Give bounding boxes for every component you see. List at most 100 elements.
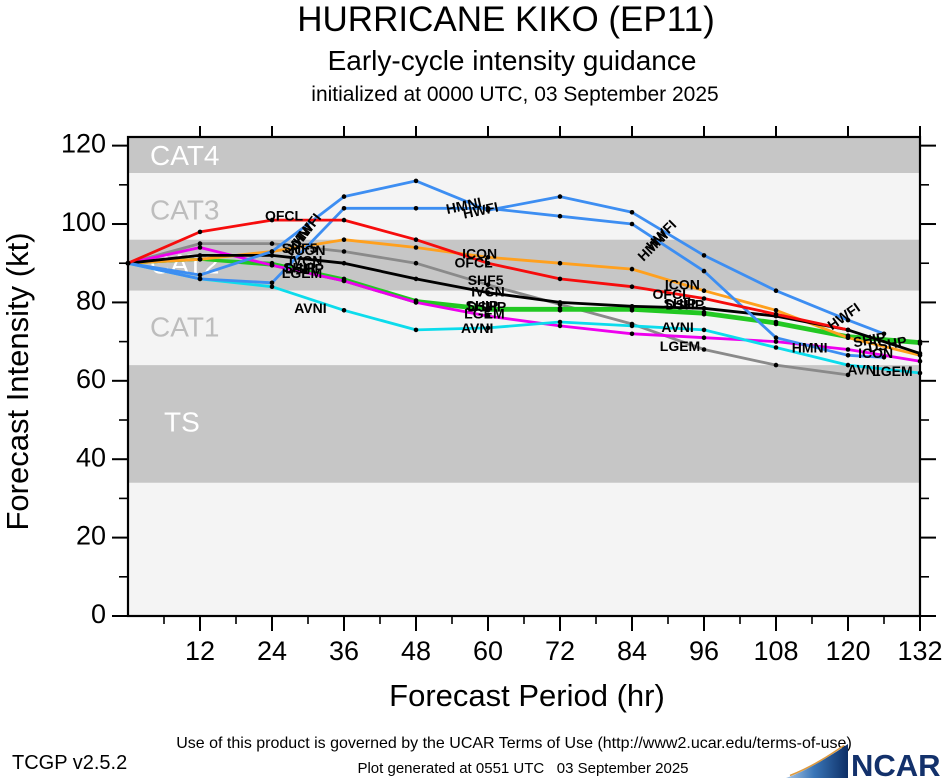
data-point-HMNI <box>557 213 563 219</box>
tcgp-version: TCGP v2.5.2 <box>12 752 128 774</box>
ncar-swoosh <box>786 744 848 778</box>
data-point-AVNI <box>701 327 707 333</box>
data-point-ICON <box>413 245 419 250</box>
storm-title: HURRICANE KIKO (EP11) <box>297 0 715 39</box>
data-point-LGEM <box>341 278 347 284</box>
band-label-CAT1: CAT1 <box>150 311 220 342</box>
line-label-DSHP: DSHP <box>285 261 324 277</box>
y-tick-label: 40 <box>76 442 106 472</box>
line-label-ICON: ICON <box>291 242 326 258</box>
line-label-SHF5: SHF5 <box>282 240 318 256</box>
line-label-HWFI: HWFI <box>461 199 499 222</box>
data-point-ICON <box>629 266 635 272</box>
data-point-LGEM <box>485 313 491 319</box>
data-point-OFCL <box>413 237 419 242</box>
data-point-SHF5 <box>485 282 491 288</box>
data-point-HWFI <box>485 208 491 213</box>
plot-generated-text: Plot generated at 0551 UTC 03 September … <box>357 760 689 777</box>
line-label-AVNI: AVNI <box>461 320 493 336</box>
data-point-AVNI <box>557 319 563 325</box>
series-line-LGEM <box>127 246 921 363</box>
data-point-SHF5 <box>773 362 779 368</box>
x-tick-label: 132 <box>897 636 942 666</box>
line-label-SHIP: SHIP <box>283 259 316 275</box>
y-tick-label: 0 <box>91 599 106 629</box>
line-label-HMNI: HMNI <box>445 194 483 217</box>
series-line-AVNI <box>127 261 921 375</box>
data-point-LGEM <box>557 323 563 329</box>
data-point-AVNI <box>629 323 635 329</box>
init-time-subtitle: initialized at 0000 UTC, 03 September 20… <box>311 83 719 106</box>
line-label-DSHP: DSHP <box>665 297 704 313</box>
data-point-LGEM <box>269 262 275 268</box>
data-point-AVNI <box>773 345 779 350</box>
data-point-ICON <box>557 260 563 266</box>
data-point-LGEM <box>773 339 779 344</box>
ncar-logo-text: NCAR <box>851 748 941 780</box>
x-tick-label: 108 <box>753 636 798 666</box>
y-tick-label: 60 <box>76 364 106 394</box>
data-point-AVNI <box>413 327 419 333</box>
data-point-DSHP <box>701 309 707 315</box>
data-point-HWFI <box>197 272 203 278</box>
data-point-IVCN <box>629 304 635 309</box>
x-tick-label: 48 <box>401 636 431 666</box>
data-point-HWFI <box>269 249 275 254</box>
line-label-DSHP: DSHP <box>467 299 506 315</box>
line-label-LGEM: LGEM <box>282 265 322 281</box>
line-label-SHF5: SHF5 <box>468 272 504 288</box>
data-point-SHF5 <box>197 241 203 246</box>
y-tick-label: 120 <box>61 129 106 159</box>
data-point-AVNI <box>845 362 851 368</box>
line-label-ICON: ICON <box>858 345 893 361</box>
data-point-SHF5 <box>701 347 707 352</box>
line-label-LGEM: LGEM <box>464 305 504 321</box>
data-point-IVCN <box>269 253 275 258</box>
data-point-HWFI <box>413 178 419 184</box>
data-point-ICON <box>701 288 707 293</box>
line-label-SHIP: SHIP <box>852 329 887 350</box>
data-point-AVNI <box>485 325 491 331</box>
series-line-ICON <box>127 238 921 357</box>
line-label-OFCL: OFCL <box>265 208 304 224</box>
band-label-TS: TS <box>164 406 200 437</box>
line-label-DSHP: DSHP <box>867 333 908 356</box>
data-point-SHF5 <box>845 372 851 378</box>
data-point-SHF5 <box>341 249 347 254</box>
data-point-IVCN <box>197 253 203 258</box>
data-point-ICON <box>485 255 491 260</box>
data-point-HMNI <box>413 206 419 211</box>
data-point-HWFI <box>773 288 779 293</box>
data-point-OFCL <box>197 229 203 235</box>
data-point-HWFI <box>881 331 887 337</box>
data-point-HMNI <box>341 206 347 211</box>
x-tick-label: 12 <box>185 636 215 666</box>
band-label-CAT4: CAT4 <box>150 140 220 171</box>
data-point-DSHP <box>485 306 491 311</box>
data-point-SHF5 <box>413 260 419 266</box>
y-tick-label: 20 <box>76 521 106 551</box>
data-point-DSHP <box>773 319 779 325</box>
y-tick-label: 100 <box>61 207 106 237</box>
data-point-ICON <box>845 335 851 340</box>
data-point-LGEM <box>845 347 851 352</box>
data-point-IVCN <box>485 290 491 295</box>
x-tick-label: 60 <box>473 636 503 666</box>
y-tick-label: 80 <box>76 286 106 316</box>
band-label-CAT3: CAT3 <box>150 195 220 226</box>
band-CAT3 <box>128 173 920 240</box>
line-label-ICON: ICON <box>665 277 700 293</box>
line-label-OFCL: OFCL <box>455 255 494 271</box>
band-CAT1 <box>128 290 920 366</box>
data-point-HWFI <box>629 210 635 215</box>
data-point-OFCL <box>629 284 635 289</box>
data-point-OFCL <box>845 327 851 333</box>
y-axis-title: Forecast Intensity (kt) <box>0 232 35 530</box>
data-point-OFCL <box>269 217 275 223</box>
data-point-LGEM <box>701 335 707 340</box>
data-point-OFCL <box>485 260 491 266</box>
x-tick-label: 96 <box>689 636 719 666</box>
data-point-ICON <box>341 237 347 242</box>
data-point-HMNI <box>701 268 707 274</box>
